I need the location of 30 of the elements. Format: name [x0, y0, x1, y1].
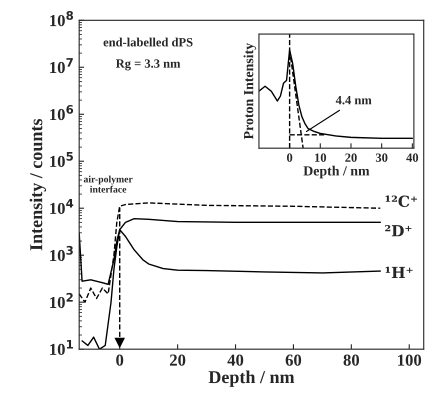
y-tick-label: 10$^{6}$: [50, 104, 74, 120]
y-tick-label: 10$^{5}$: [50, 152, 73, 168]
x-tick-label: 0: [116, 354, 124, 366]
x-axis-title: Depth / nm: [208, 370, 294, 387]
annotation: 4.4 nm: [336, 96, 372, 104]
x-tick-label: 60: [286, 354, 302, 366]
y-tick-label: 10$^{7}$: [50, 58, 73, 74]
y-axis-title: Intensity / counts: [30, 118, 46, 250]
ref-line-label: air-polymer interface: [84, 176, 133, 193]
x-tick-label: 80: [344, 354, 360, 366]
x-tick-label: 0: [286, 153, 292, 162]
x-tick-label: 20: [170, 354, 186, 366]
x-axis-title: Depth / nm: [303, 166, 370, 178]
series-label: ¹²C⁺: [386, 196, 418, 208]
x-tick-label: 40: [406, 153, 418, 162]
y-tick-label: 10$^{3}$: [50, 246, 73, 262]
annotation: Rg = 3.3 nm: [116, 59, 180, 70]
y-tick-label: 10$^{1}$: [50, 340, 73, 356]
annotation: end-labelled dPS: [104, 38, 193, 46]
y-tick-label: 10$^{2}$: [50, 292, 73, 308]
series-label: ¹H⁺: [386, 266, 413, 278]
x-tick-label: 30: [376, 153, 388, 162]
series-label: ²D⁺: [385, 224, 412, 236]
y-axis-title: Proton Intensity: [244, 42, 256, 140]
x-tick-label: 10: [315, 153, 326, 162]
y-tick-label: 10$^{8}$: [50, 11, 74, 26]
x-tick-label: 20: [345, 153, 357, 162]
x-tick-label: 40: [227, 354, 244, 366]
x-tick-label: 100: [398, 354, 422, 366]
y-tick-label: 10$^{4}$: [50, 199, 74, 214]
